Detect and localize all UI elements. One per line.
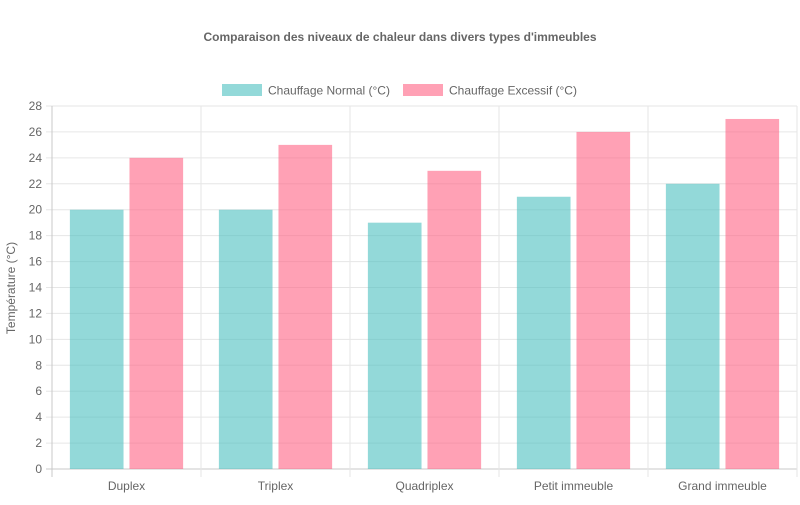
y-tick-label: 18	[29, 229, 43, 243]
x-tick-label: Petit immeuble	[534, 479, 614, 493]
y-tick-label: 14	[29, 281, 43, 295]
x-axis-ticks: Duplex Triplex Quadriplex Petit immeuble Gra…	[108, 479, 767, 493]
bar-normal[interactable]	[367, 222, 422, 469]
bars	[69, 118, 780, 470]
y-axis-label: Température (°C)	[4, 242, 18, 334]
bar-normal[interactable]	[69, 209, 124, 469]
bar-excessif[interactable]	[427, 170, 482, 470]
y-tick-label: 4	[35, 410, 42, 424]
x-tick-label: Quadriplex	[395, 479, 453, 493]
y-tick-label: 26	[29, 125, 43, 139]
y-tick-label: 28	[29, 99, 43, 113]
y-tick-label: 8	[35, 358, 42, 372]
x-tick-label: Grand immeuble	[678, 479, 767, 493]
y-tick-label: 2	[35, 436, 42, 450]
chart-title: Comparaison des niveaux de chaleur dans …	[204, 30, 597, 44]
bar-excessif[interactable]	[725, 118, 780, 469]
legend-item-excessif[interactable]: Chauffage Excessif (°C)	[403, 84, 577, 98]
bar-excessif[interactable]	[278, 144, 333, 469]
x-tick-label: Duplex	[108, 479, 145, 493]
bar-excessif[interactable]	[576, 131, 631, 469]
x-tick-label: Triplex	[258, 479, 294, 493]
legend-label-excessif: Chauffage Excessif (°C)	[449, 84, 577, 98]
y-tick-label: 0	[35, 462, 42, 476]
bar-normal[interactable]	[665, 183, 720, 470]
y-tick-label: 24	[29, 151, 43, 165]
y-tick-label: 20	[29, 203, 43, 217]
bar-excessif[interactable]	[129, 157, 184, 469]
legend-item-normal[interactable]: Chauffage Normal (°C)	[222, 84, 390, 98]
bar-normal[interactable]	[218, 209, 273, 469]
y-tick-label: 6	[35, 384, 42, 398]
bar-normal[interactable]	[516, 196, 571, 469]
y-tick-label: 10	[29, 332, 43, 346]
y-tick-label: 12	[29, 306, 43, 320]
y-tick-label: 16	[29, 255, 43, 269]
legend-swatch-excessif	[403, 84, 443, 96]
y-tick-label: 22	[29, 177, 43, 191]
legend-label-normal: Chauffage Normal (°C)	[268, 84, 390, 98]
legend-swatch-normal	[222, 84, 262, 96]
legend: Chauffage Normal (°C) Chauffage Excessif…	[222, 84, 577, 98]
